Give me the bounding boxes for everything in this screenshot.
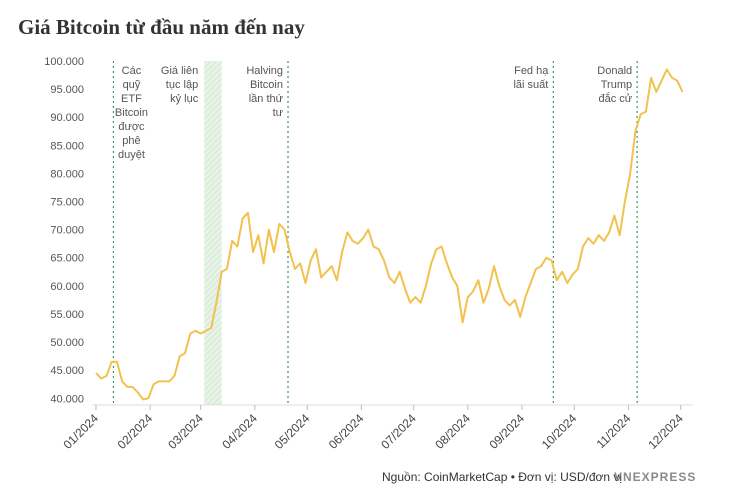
x-tick-label: 10/2024 [539, 411, 580, 452]
y-tick-label: 100.000 [44, 56, 84, 68]
event-label: lần thứ [249, 93, 284, 105]
price-line [95, 68, 684, 401]
band-label: tục lập [166, 79, 198, 91]
y-tick-label: 55.000 [50, 309, 84, 321]
y-tick-label: 60.000 [50, 281, 84, 293]
y-tick-label: 50.000 [50, 337, 84, 349]
brand-logo: VNEXPRESS [614, 470, 696, 484]
y-tick-label: 40.000 [50, 393, 84, 405]
x-tick-label: 08/2024 [432, 411, 473, 452]
x-tick-label: 05/2024 [272, 411, 313, 452]
x-tick-label: 06/2024 [326, 411, 367, 452]
x-tick-label: 07/2024 [378, 411, 419, 452]
event-label: Donald [597, 65, 632, 77]
event-label: được [118, 121, 145, 133]
y-tick-label: 45.000 [50, 365, 84, 377]
highlight-band [204, 61, 222, 405]
event-label: phê [122, 135, 140, 147]
event-label: Các [122, 65, 142, 77]
event-label: Bitcoin [115, 107, 148, 119]
event-label: Fed hạ [514, 65, 549, 77]
x-tick-label: 02/2024 [115, 411, 156, 452]
y-tick-label: 85.000 [50, 140, 84, 152]
band-label: kỷ lục [170, 93, 199, 105]
y-tick-label: 75.000 [50, 197, 84, 209]
x-tick-label: 11/2024 [594, 411, 634, 451]
x-tick-label: 01/2024 [61, 411, 102, 452]
event-label: Trump [601, 79, 632, 91]
x-tick-label: 03/2024 [165, 411, 206, 452]
band-label: Giá liên [161, 65, 198, 77]
event-label: duyệt [118, 149, 145, 161]
y-tick-label: 65.000 [50, 253, 84, 265]
event-label: đắc cử [598, 92, 632, 105]
y-tick-label: 90.000 [50, 112, 84, 124]
x-tick-label: 12/2024 [645, 411, 686, 452]
y-tick-label: 70.000 [50, 225, 84, 237]
event-label: lãi suất [513, 79, 548, 91]
event-label: quỹ [123, 79, 141, 91]
event-label: Bitcoin [250, 79, 283, 91]
y-tick-label: 80.000 [50, 168, 84, 180]
x-tick-label: 04/2024 [219, 411, 260, 452]
x-tick-label: 09/2024 [486, 411, 527, 452]
event-label: tư [273, 107, 284, 119]
event-label: ETF [121, 93, 142, 105]
event-label: Halving [246, 65, 283, 77]
source: Nguồn: CoinMarketCap • Đơn vị: USD/đơn v… [382, 470, 622, 484]
y-tick-label: 95.000 [50, 84, 84, 96]
chart-title: Giá Bitcoin từ đầu năm đến nay [18, 15, 305, 39]
